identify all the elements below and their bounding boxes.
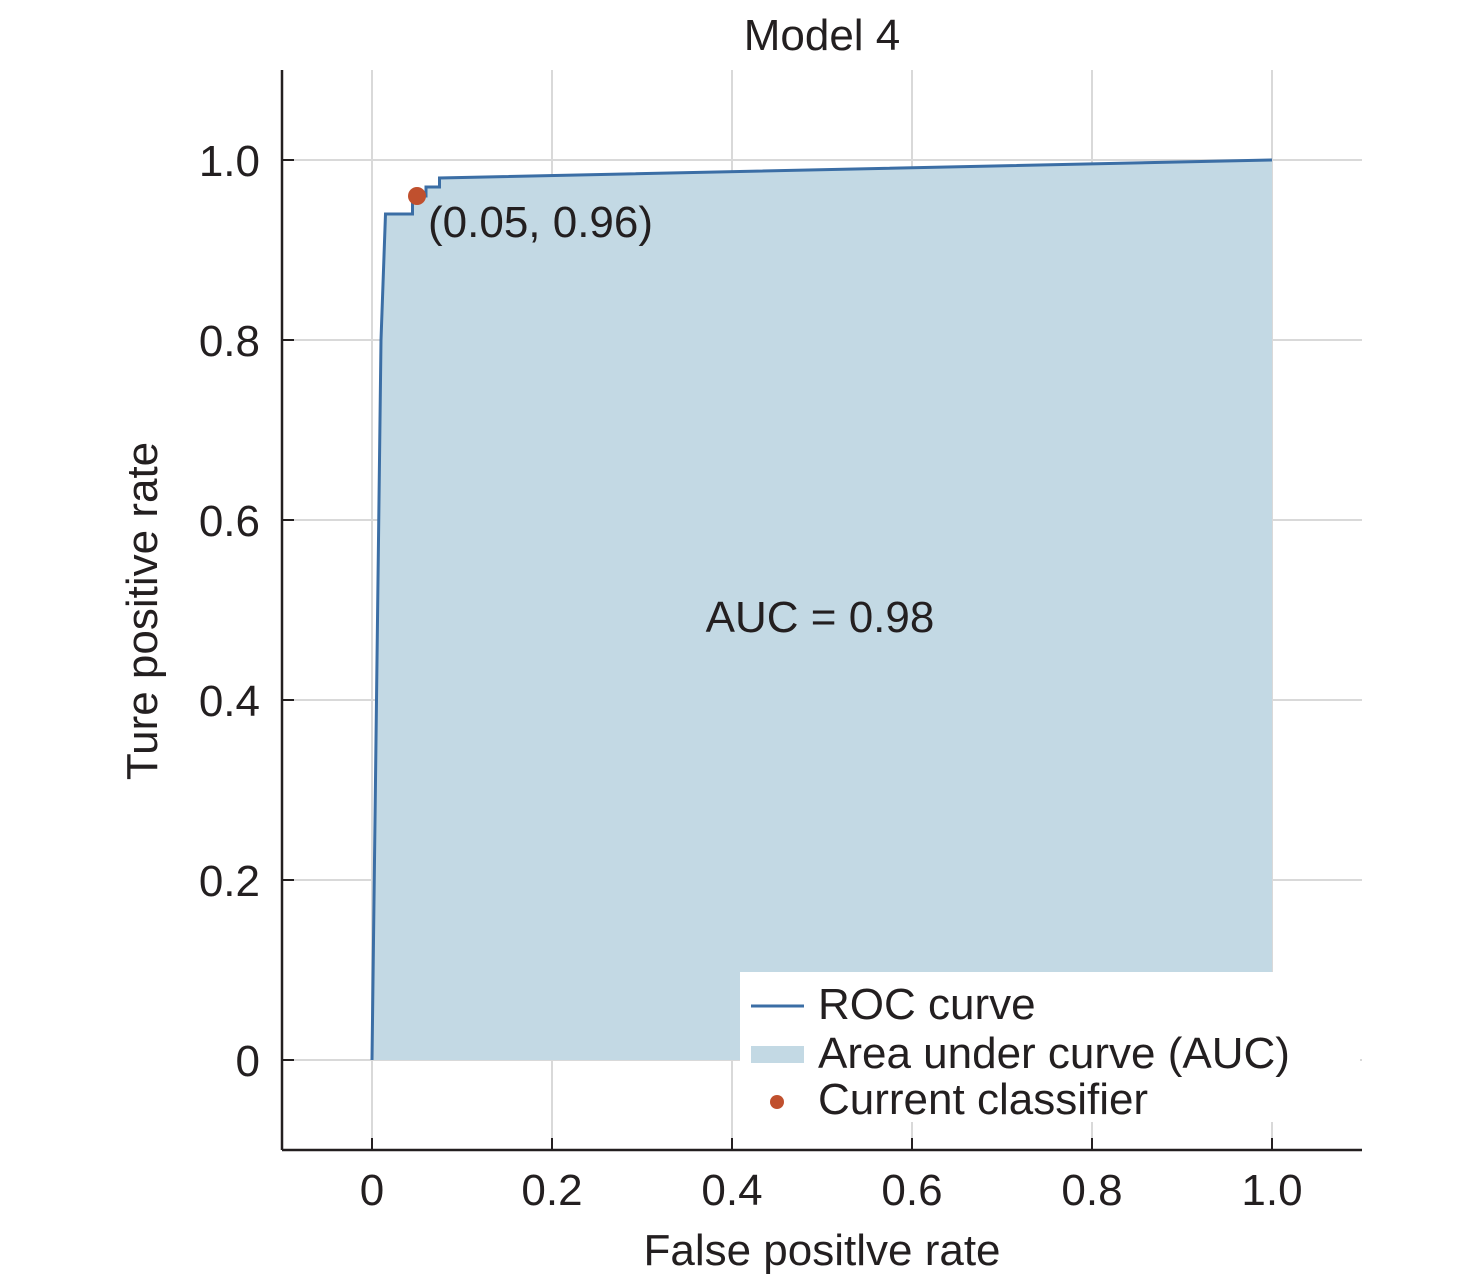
y-tick-label: 0.4: [199, 677, 260, 726]
axes: [280, 70, 1362, 1152]
x-axis-label: False positlve rate: [643, 1226, 1000, 1275]
classifier-point-label: (0.05, 0.96): [428, 198, 653, 247]
x-tick-label: 0: [360, 1166, 384, 1215]
legend-roc-label: ROC curve: [818, 980, 1036, 1029]
y-tick-label: 0.8: [199, 317, 260, 366]
y-tick-label: 0.2: [199, 857, 260, 906]
legend-background: [740, 972, 1360, 1122]
x-tick-label: 0.4: [701, 1166, 762, 1215]
auc-value-label: AUC = 0.98: [706, 593, 935, 642]
legend: ROC curve Area under curve (AUC) Current…: [740, 972, 1360, 1124]
y-tick-label: 0: [236, 1037, 260, 1086]
legend-auc-label: Area under curve (AUC): [818, 1029, 1290, 1078]
y-tick-label: 0.6: [199, 497, 260, 546]
legend-classifier-swatch: [770, 1095, 784, 1109]
tick-marks: 0 0.2 0.4 0.6 0.8 1.0 0 0.2 0.4 0.6 0.8 1.0: [199, 137, 1303, 1215]
y-axis-label: Ture positive rate: [118, 442, 167, 780]
x-tick-label: 0.8: [1061, 1166, 1122, 1215]
legend-classifier-label: Current classifier: [818, 1075, 1148, 1124]
x-tick-label: 0.6: [881, 1166, 942, 1215]
legend-auc-swatch: [751, 1046, 804, 1063]
x-tick-label: 1.0: [1241, 1166, 1302, 1215]
y-tick-label: 1.0: [199, 137, 260, 186]
current-classifier-point: [408, 187, 426, 205]
x-tick-label: 0.2: [521, 1166, 582, 1215]
auc-area: [372, 160, 1272, 1060]
chart-title: Model 4: [744, 11, 901, 60]
